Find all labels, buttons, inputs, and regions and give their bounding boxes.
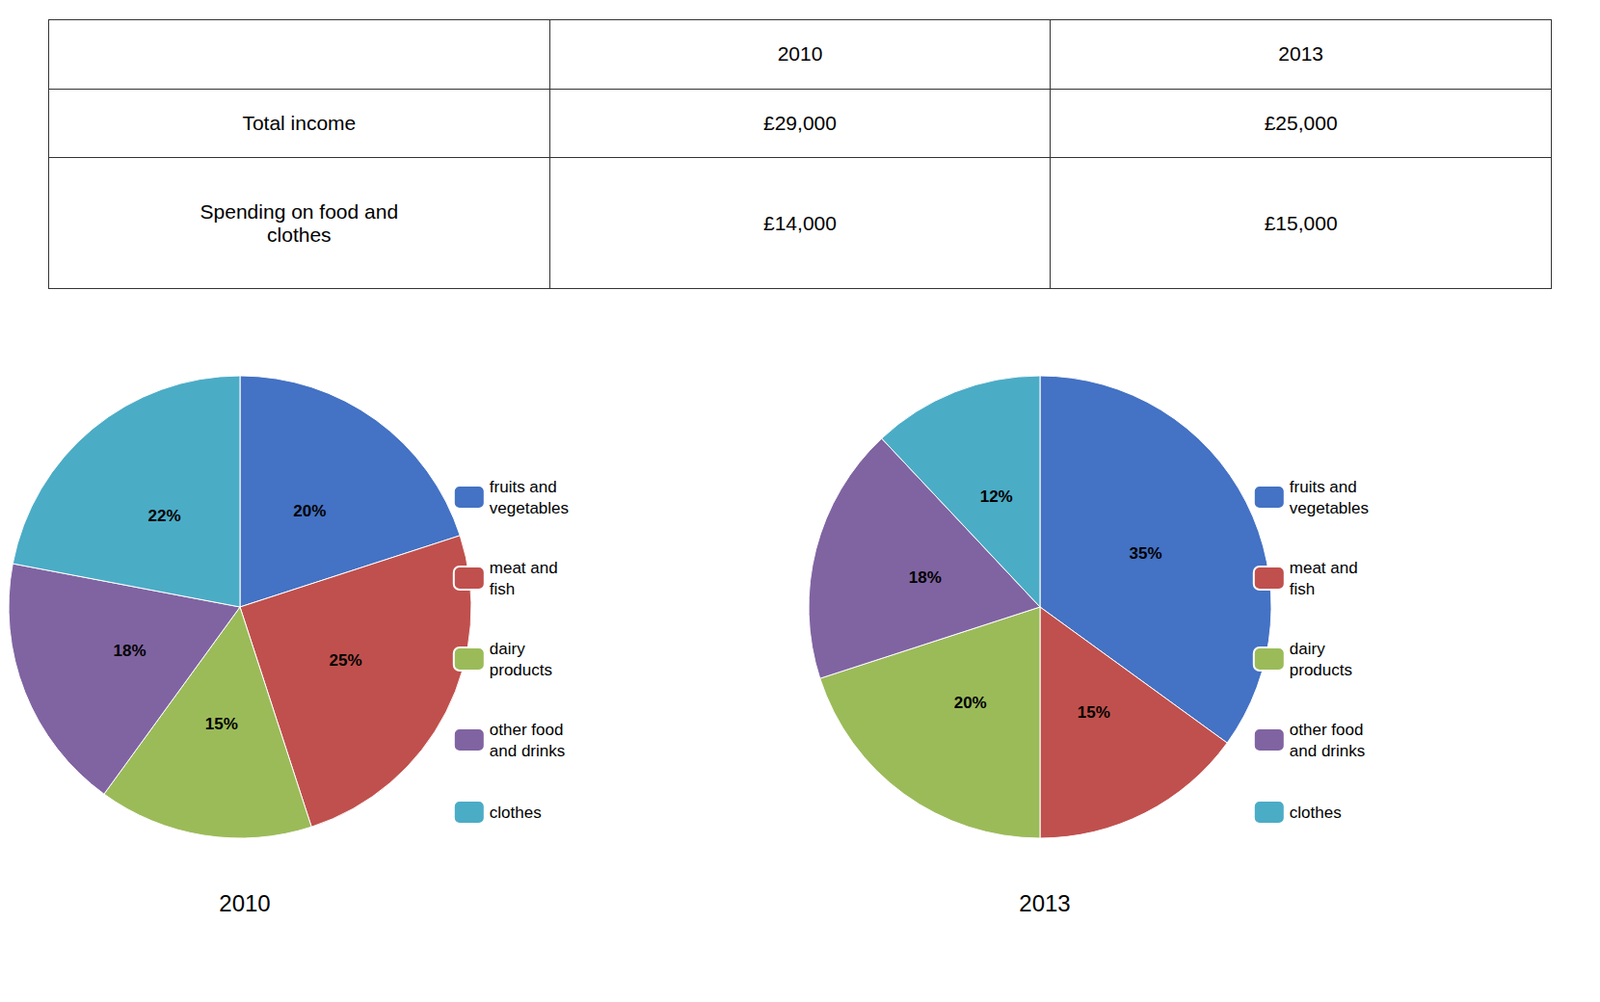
svg-text:fruits and: fruits and <box>1289 478 1358 497</box>
svg-text:fish: fish <box>1289 580 1315 599</box>
svg-text:and drinks: and drinks <box>1289 742 1365 761</box>
html-text:£29,000: £29,000 <box>763 111 837 135</box>
svg-text:18%: 18% <box>908 568 942 587</box>
svg-text:15%: 15% <box>205 715 239 734</box>
html-text:2010: 2010 <box>777 42 823 65</box>
svg-text:35%: 35% <box>1129 544 1163 563</box>
svg-text:18%: 18% <box>113 641 147 661</box>
html-text:£14,000: £14,000 <box>763 211 837 234</box>
svg-text:clothes: clothes <box>1289 803 1342 823</box>
svg-text:other food: other food <box>1289 720 1364 740</box>
svg-text:meat and: meat and <box>1289 559 1359 578</box>
svg-text:meat and: meat and <box>489 559 559 578</box>
html-text:£15,000: £15,000 <box>1264 211 1338 234</box>
svg-text:15%: 15% <box>1077 703 1111 722</box>
svg-text:20%: 20% <box>293 502 326 521</box>
html-text:Total income: Total income <box>242 111 356 135</box>
html-text:Spending on food and clothes: Spending on food and clothes <box>200 200 399 246</box>
svg-text:fish: fish <box>489 580 515 599</box>
svg-text:products: products <box>489 661 553 680</box>
svg-text:products: products <box>1289 661 1353 680</box>
html-text:2013: 2013 <box>1278 42 1324 65</box>
svg-text:dairy: dairy <box>1289 640 1326 659</box>
svg-text:12%: 12% <box>980 487 1014 507</box>
svg-text:other food: other food <box>489 720 564 740</box>
svg-text:25%: 25% <box>329 651 363 670</box>
svg-text:2010: 2010 <box>218 890 270 917</box>
svg-text:fruits and: fruits and <box>489 478 558 497</box>
svg-text:dairy: dairy <box>489 640 526 659</box>
svg-text:vegetables: vegetables <box>1289 499 1369 518</box>
svg-text:and drinks: and drinks <box>489 742 565 761</box>
svg-text:vegetables: vegetables <box>489 499 569 518</box>
svg-text:20%: 20% <box>954 693 987 713</box>
svg-text:clothes: clothes <box>489 803 542 823</box>
svg-text:2013: 2013 <box>1018 890 1070 917</box>
svg-text:22%: 22% <box>148 506 182 526</box>
html-text:£25,000: £25,000 <box>1264 111 1338 135</box>
